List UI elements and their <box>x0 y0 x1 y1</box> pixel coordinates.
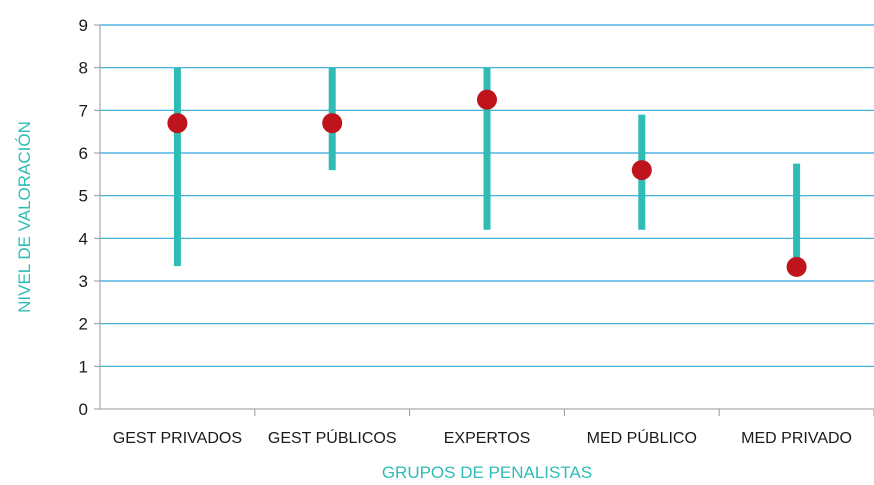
y-tick-label: 4 <box>79 229 88 248</box>
x-category-label: GEST PÚBLICOS <box>268 428 397 447</box>
x-axis-title: GRUPOS DE PENALISTAS <box>382 463 592 482</box>
y-tick-label: 8 <box>79 59 88 78</box>
data-point <box>631 160 652 181</box>
y-tick-label: 7 <box>79 101 88 120</box>
x-category-label: EXPERTOS <box>444 430 531 447</box>
data-point <box>477 89 497 110</box>
y-tick-label: 1 <box>79 357 88 376</box>
y-tick-label: 6 <box>79 144 88 163</box>
data-point <box>786 256 807 277</box>
y-tick-label: 9 <box>79 16 88 35</box>
y-tick-label: 5 <box>79 187 88 206</box>
y-tick-label: 3 <box>79 272 88 291</box>
axis-layer: 0 1 2 3 4 5 6 7 8 9 GEST PRIVADOS GEST PÚBLICOS EXPE… <box>79 16 874 447</box>
x-category-label: MED PRIVADO <box>741 430 852 447</box>
y-tick-label: 2 <box>79 315 88 334</box>
x-category-label: MED PÚBLICO <box>587 428 697 447</box>
data-point <box>322 113 343 134</box>
y-tick-label: 0 <box>79 400 88 419</box>
point-layer <box>167 89 807 277</box>
data-point <box>167 113 188 134</box>
x-category-label: GEST PRIVADOS <box>113 430 242 447</box>
y-axis-title: NIVEL DE VALORACIÓN <box>15 121 34 313</box>
